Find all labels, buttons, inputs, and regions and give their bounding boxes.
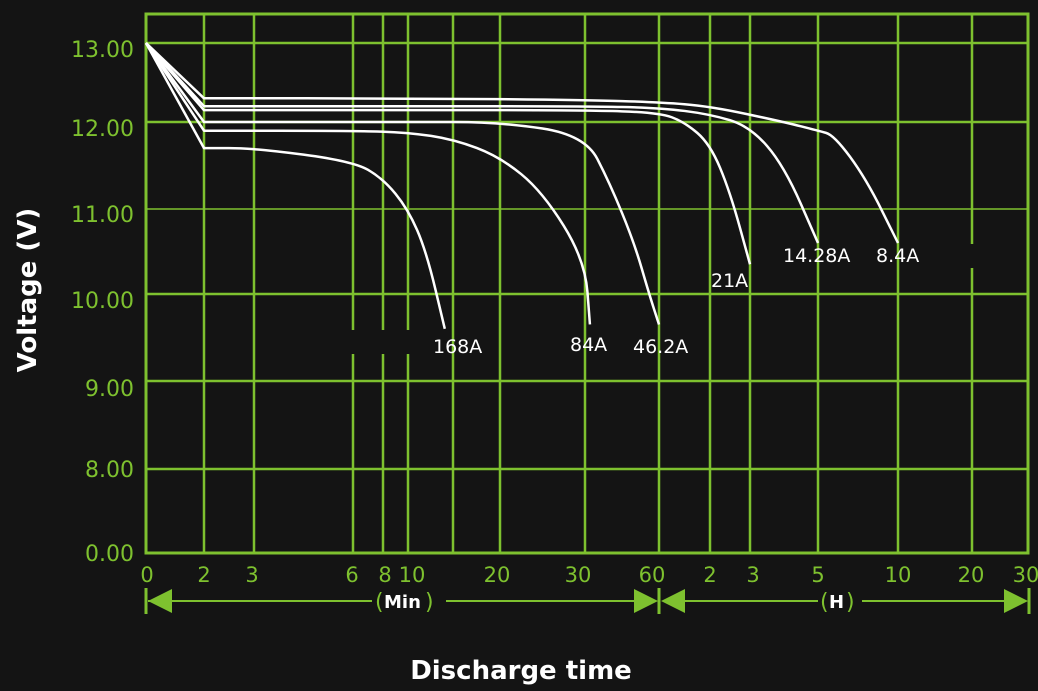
x-tick-label-min: 8: [378, 563, 391, 587]
curve-label-21A: 21A: [711, 270, 748, 292]
y-tick-label: 12.00: [71, 117, 134, 142]
minutes-unit-label: Min: [384, 592, 421, 613]
plot-frame: [144, 12, 1030, 555]
curve-label-168A: 168A: [433, 336, 482, 358]
curve-8.4A: [145, 42, 900, 244]
curve-label-84A: 84A: [570, 334, 607, 356]
x-axis-ticks: 0 2 3 6 8 10 20 30 60 2 3 5 10 20 30: [140, 563, 1038, 587]
paren-open: (: [375, 590, 384, 615]
x-tick-label-min: 2: [197, 563, 210, 587]
left-arrow-icon: [661, 589, 685, 613]
curve-label-8.4A: 8.4A: [876, 245, 919, 267]
curve-label-14.28A: 14.28A: [783, 245, 850, 267]
x-tick-label-min: 60: [639, 563, 666, 587]
x-tick-label-min: 20: [484, 563, 511, 587]
x-tick-label-hours: 10: [885, 563, 912, 587]
paren-close: ): [425, 590, 434, 615]
x-tick-label-min: 3: [245, 563, 258, 587]
hours-range-indicator: ( H ): [661, 588, 1031, 615]
x-tick-label-min: 30: [565, 563, 592, 587]
minutes-range-indicator: ( Min ): [144, 588, 661, 615]
curve-46.2A: [144, 42, 661, 325]
paren-close: ): [846, 590, 855, 615]
hours-unit-label: H: [829, 592, 844, 613]
y-axis-ticks: 0.00 8.00 9.00 10.00 11.00 12.00 13.00: [71, 38, 134, 567]
y-tick-label: 0.00: [85, 542, 134, 567]
y-tick-label: 8.00: [85, 458, 134, 483]
curve-84A: [144, 42, 592, 325]
curve-label-46.2A: 46.2A: [633, 336, 688, 358]
x-tick-label-hours: 20: [958, 563, 985, 587]
paren-open: (: [820, 590, 829, 615]
left-arrow-icon: [148, 589, 172, 613]
x-tick-label-hours: 2: [703, 563, 716, 587]
x-tick-label-hours: 30: [1013, 563, 1038, 587]
x-tick-label-min: 10: [399, 563, 426, 587]
x-tick-label-hours: 5: [811, 563, 824, 587]
grid: [144, 12, 1030, 555]
curve-14.28A: [145, 42, 820, 244]
y-axis-title: Voltage (V): [13, 208, 43, 373]
y-tick-label: 9.00: [85, 377, 134, 402]
curve-21A: [145, 42, 752, 265]
x-tick-label-min: 6: [345, 563, 358, 587]
y-tick-label: 13.00: [71, 38, 134, 63]
x-tick-label-min: 0: [140, 563, 153, 587]
label-gap: [960, 244, 980, 268]
label-gap: [348, 330, 414, 354]
right-arrow-icon: [634, 589, 658, 613]
discharge-curves: [144, 42, 900, 330]
curve-labels: 168A 84A 46.2A 21A 14.28A 8.4A: [433, 245, 919, 358]
y-tick-label: 11.00: [71, 203, 134, 228]
right-arrow-icon: [1004, 589, 1028, 613]
x-axis-title: Discharge time: [410, 656, 632, 686]
y-tick-label: 10.00: [71, 289, 134, 314]
x-tick-label-hours: 3: [746, 563, 759, 587]
curve-168A: [144, 42, 447, 330]
